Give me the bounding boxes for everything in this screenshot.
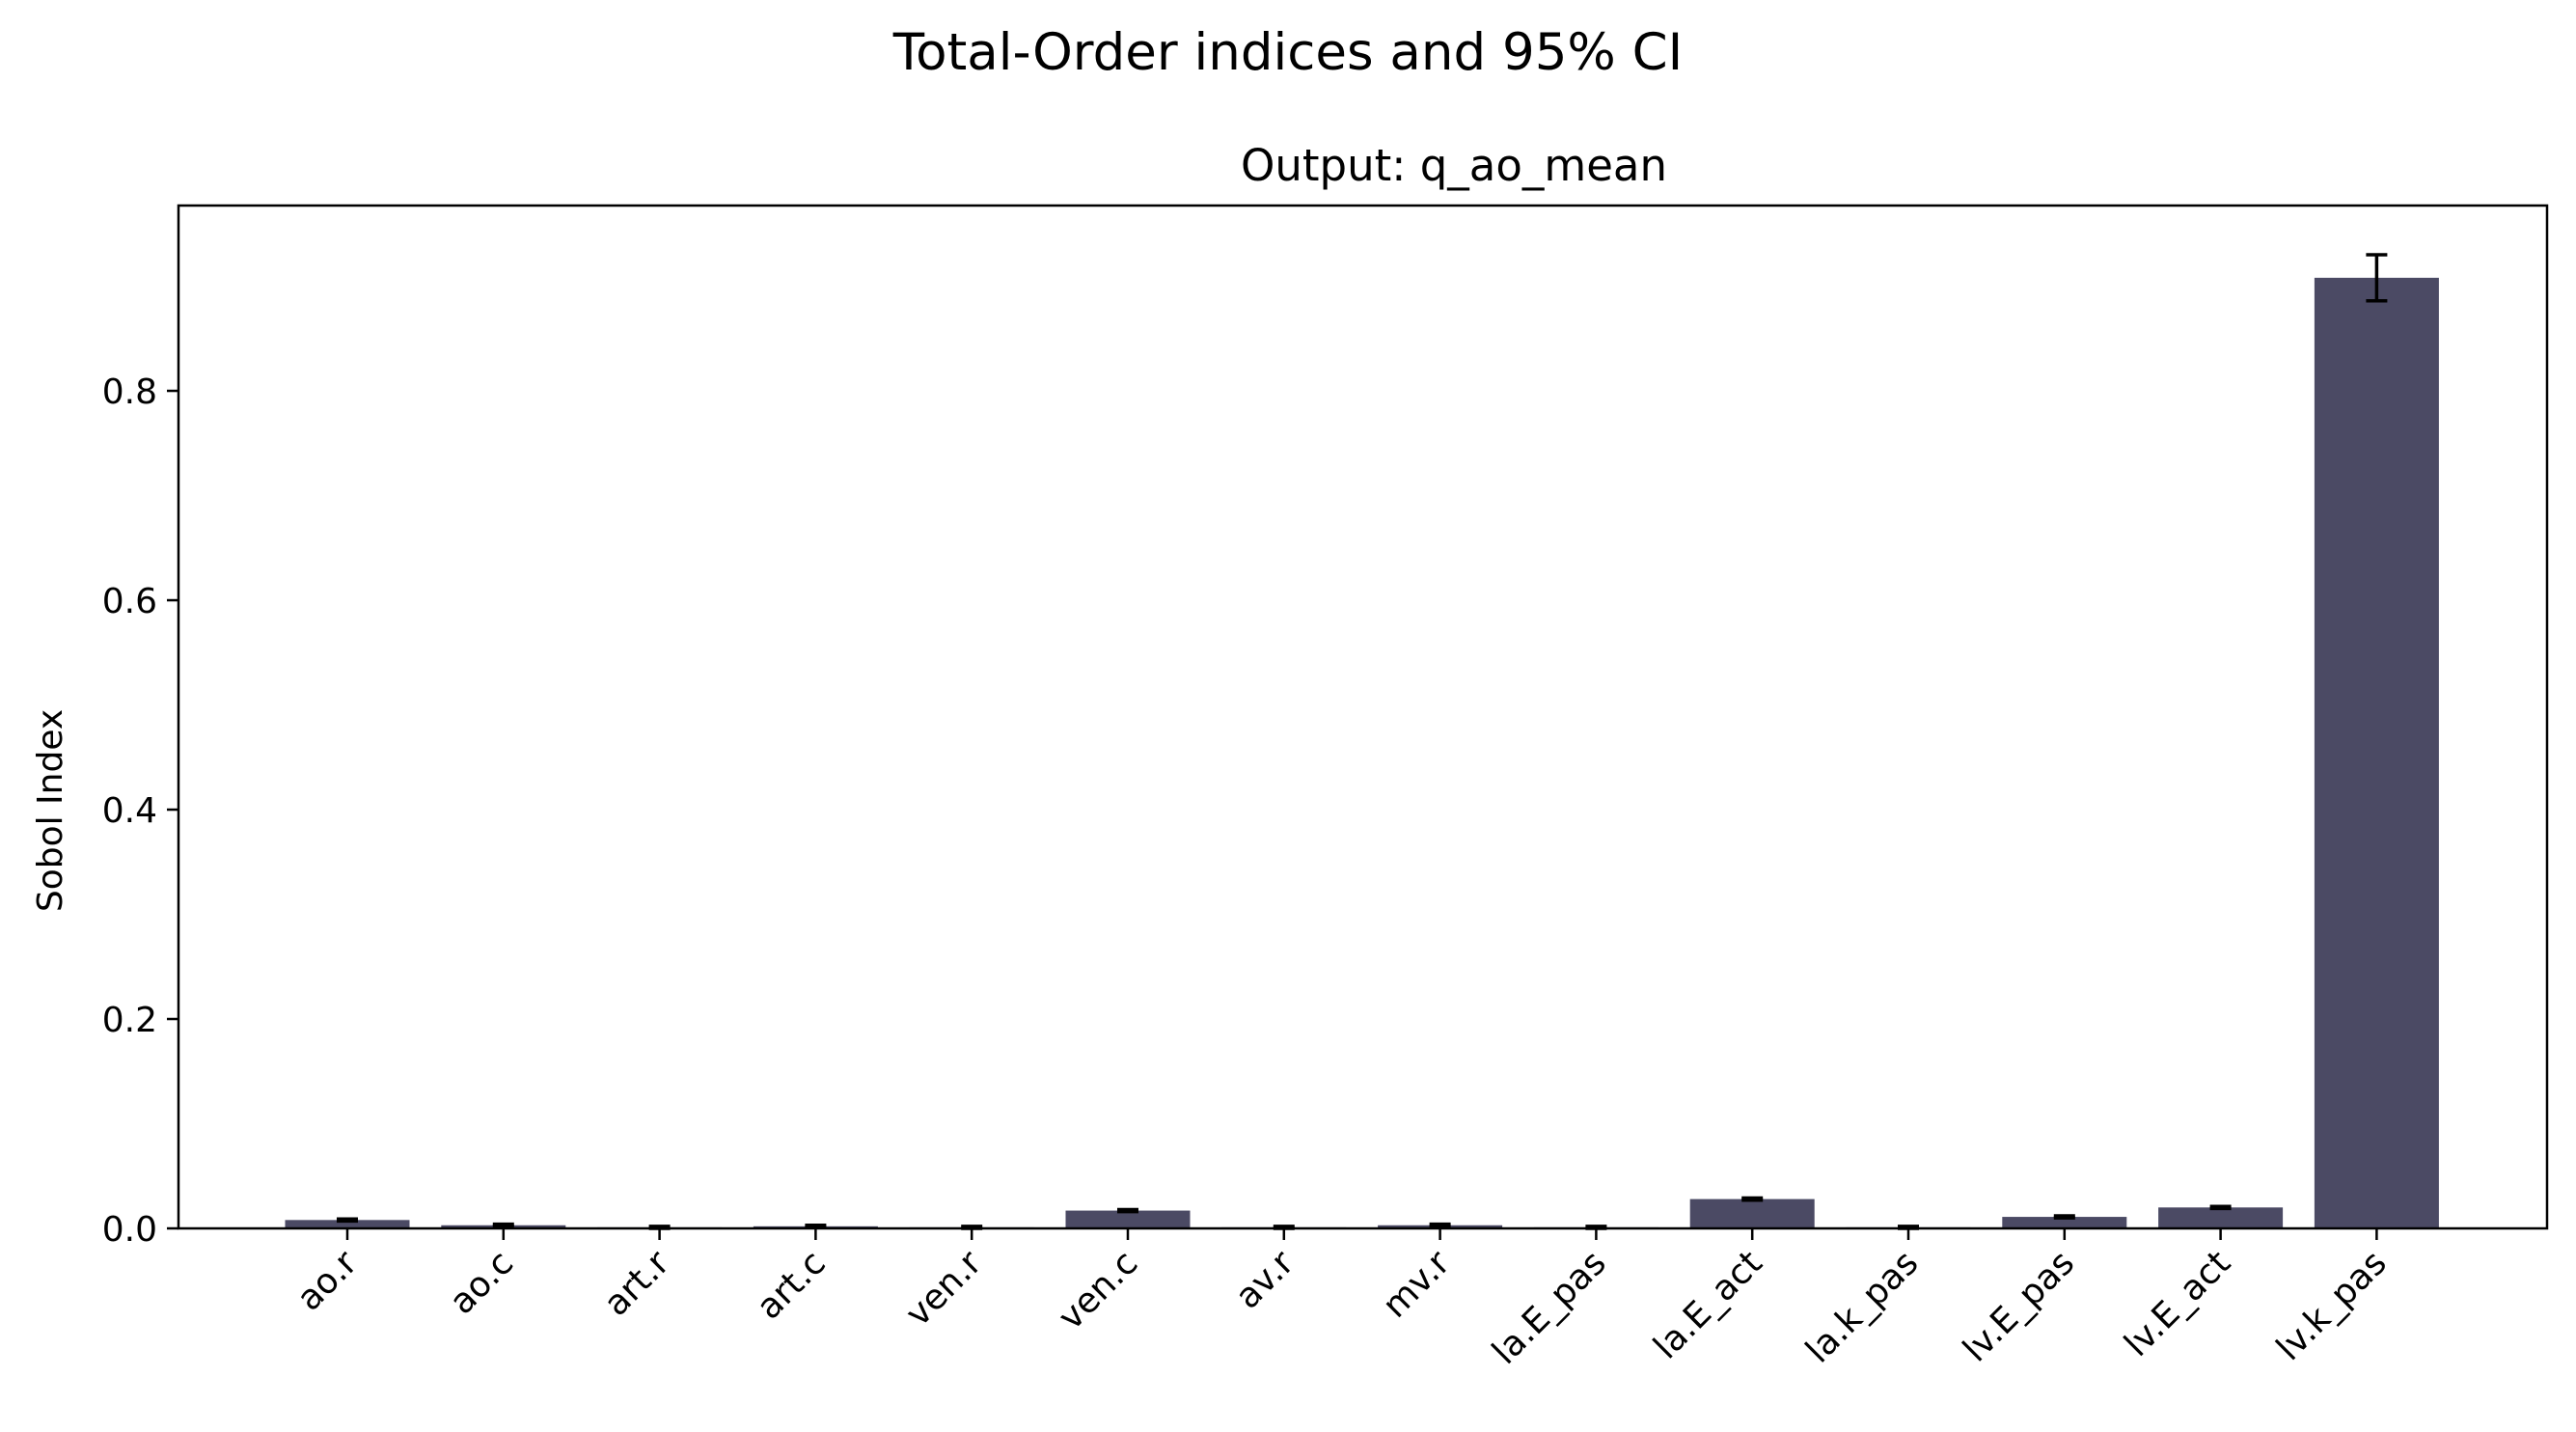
errorbar-la.E_act [1741,1196,1764,1202]
errorbar-ao.c [492,1222,514,1228]
bar-lv.k_pas [2314,277,2439,1228]
errorbar-lv.E_act [2209,1204,2232,1211]
axes-title: Output: q_ao_mean [1241,140,1667,191]
chart-suptitle: Total-Order indices and 95% CI [892,23,1684,82]
y-tick-label: 0.8 [102,372,157,412]
y-axis-label: Sobol Index [31,709,70,912]
x-tick-label: la.k_pas [1798,1243,1926,1370]
errorbar-lv.k_pas [2366,253,2388,303]
bar-ven.c [1065,1210,1191,1228]
x-tick-label: lv.E_pas [1956,1243,2082,1369]
x-tick-label: lv.k_pas [2269,1243,2395,1368]
plot-frame [177,204,2549,1230]
errorbar-art.c [805,1223,827,1229]
x-tick-label: ven.c [1051,1243,1145,1337]
errorbar-ven.c [1117,1207,1138,1214]
x-axis: ao.r ao.c art.r art.c ven.r ven.c av.r mv.r la.E… [289,1228,2395,1372]
bar-la.E_act [1689,1198,1815,1228]
bars-group [285,277,2439,1228]
bar-lv.E_pas [2002,1217,2127,1228]
bar-lv.E_act [2158,1207,2284,1228]
x-tick-label: mv.r [1376,1243,1459,1326]
x-tick-label: art.r [596,1243,677,1324]
errorbar-lv.E_pas [2053,1214,2075,1220]
x-tick-label: ven.r [898,1243,990,1335]
y-tick-label: 0.0 [102,1210,157,1250]
y-tick-label: 0.2 [102,1001,157,1040]
y-tick-label: 0.4 [102,791,157,831]
errorbars-group [337,253,2388,1230]
y-axis: 0.0 0.2 0.4 0.6 0.8 [102,372,178,1250]
bar-ao.r [285,1220,410,1228]
x-tick-label: lv.E_act [2117,1243,2238,1364]
y-tick-label: 0.6 [102,582,157,621]
errorbar-mv.r [1429,1222,1451,1228]
x-tick-label: av.r [1228,1243,1302,1316]
x-tick-label: art.c [750,1243,834,1327]
x-tick-label: ao.r [289,1243,365,1318]
errorbar-ao.r [337,1217,358,1224]
x-tick-label: la.E_act [1646,1243,1769,1366]
x-tick-label: la.E_pas [1485,1243,1614,1372]
x-tick-label: ao.c [442,1243,521,1322]
